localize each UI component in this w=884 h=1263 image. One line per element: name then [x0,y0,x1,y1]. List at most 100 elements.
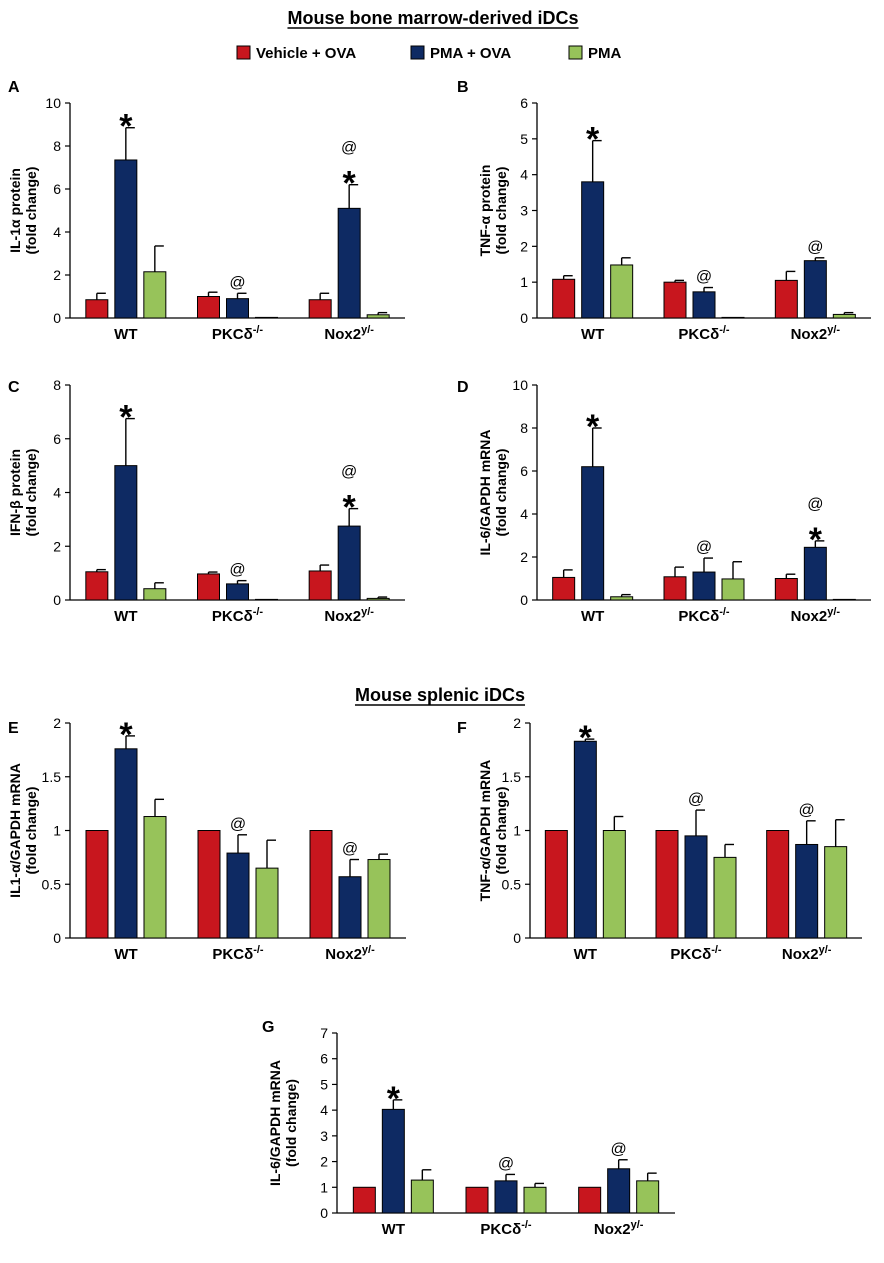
bar [197,830,221,939]
legend-label-vehicle-ova: Vehicle + OVA [256,45,356,62]
x-category-label: PKCδ-/- [212,606,264,625]
bar [684,835,708,939]
y-tick-label: 6 [320,1051,328,1067]
significance-at: @ [807,239,823,256]
significance-star: * [809,521,823,559]
y-tick-label: 6 [520,95,528,111]
y-tick-label: 0 [513,930,521,946]
significance-at: @ [341,464,357,481]
x-category-label: Nox2y/- [791,606,841,625]
bar [578,1186,602,1214]
panel-letter: F [457,720,467,737]
y-tick-label: 0 [53,592,61,608]
y-tick-label: 2 [320,1154,328,1170]
y-axis-label: IFN-β protein [7,449,23,536]
bar [795,843,819,939]
x-category-label: Nox2y/- [791,324,841,343]
bar [226,852,250,939]
significance-star: * [387,1080,401,1118]
significance-at: @ [498,1155,514,1172]
bar [692,571,716,601]
y-tick-label: 0 [520,592,528,608]
significance-at: @ [342,841,358,858]
bar [366,314,390,319]
bar [308,299,332,319]
significance-star: * [119,108,133,146]
bar [226,583,249,601]
chart-panel-d: D IL-6/GAPDH mRNA (fold change) 0 2 4 6 8 10 WT PK… [457,377,871,625]
y-tick-label: 1 [513,823,521,839]
bar [573,740,597,939]
y-tick-label: 10 [45,95,61,111]
significance-at: @ [230,816,246,833]
bar [85,299,109,319]
bar [824,846,848,939]
bar [610,596,634,601]
bar [143,588,167,601]
y-tick-label: 1.5 [42,769,62,785]
bar [197,296,220,319]
bar [602,830,626,939]
bar [308,570,332,601]
bar [352,1186,376,1214]
bar [494,1180,518,1214]
bar [143,271,167,319]
significance-at: @ [341,140,357,157]
y-axis-label: (fold change) [23,787,39,875]
y-tick-label: 0 [320,1205,328,1221]
panel-letter: E [8,720,19,737]
bar [255,316,278,319]
bar [581,466,605,601]
x-category-label: Nox2y/- [324,606,374,625]
bar [381,1108,405,1214]
bar [610,264,634,319]
bar [721,578,745,601]
bar [255,598,278,601]
bar [655,830,679,939]
y-tick-label: 0.5 [502,876,522,892]
bar [663,576,687,601]
y-tick-label: 4 [53,224,61,240]
significance-star: * [343,165,357,203]
chart-panel-b: B TNF-α protein (fold change) 0 1 2 3 4 5 6 WT PKCδ… [457,79,871,343]
y-tick-label: 4 [520,167,528,183]
y-tick-label: 0 [520,310,528,326]
section-title-splenic: Mouse splenic iDCs [355,685,525,705]
y-tick-label: 4 [520,506,528,522]
y-tick-label: 1 [520,274,528,290]
bar [309,830,333,939]
chart-panel-e: E IL1-α/GAPDH mRNA (fold change) 0 0.5 1 1.5 2 W… [7,715,406,963]
bar [552,576,576,601]
x-category-label: PKCδ-/- [678,324,730,343]
significance-star: * [586,121,600,159]
x-category-label: WT [114,608,137,625]
y-axis-label: IL-6/GAPDH mRNA [477,429,493,555]
bar [544,830,568,939]
bar [581,181,605,319]
bar [552,278,576,319]
chart-panel-g: G IL-6/GAPDH mRNA (fold change) 0 1 2 3 4 5 6 7 WT P… [262,1019,675,1238]
panel-letter: B [457,79,469,96]
y-tick-label: 0.5 [42,876,62,892]
bar [465,1186,489,1214]
bar [523,1186,547,1214]
legend-label-pma-ova: PMA + OVA [430,45,511,62]
bar [226,298,249,319]
bar [255,867,279,939]
x-category-label: WT [382,1221,405,1238]
panel-letter: C [8,379,20,396]
bar [721,316,745,319]
significance-star: * [119,716,133,754]
section-title-bone-marrow: Mouse bone marrow-derived iDCs [287,8,578,28]
significance-at: @ [696,539,712,556]
bar [774,578,798,601]
bar [410,1179,434,1214]
legend-label-pma: PMA [588,45,622,62]
chart-panel-a: A IL-1α protein (fold change) 0 2 4 6 8 10 WT PKCδ… [7,79,405,343]
y-tick-label: 1.5 [502,769,522,785]
bar [337,525,361,601]
bar [832,313,856,319]
bar [114,748,138,939]
bar [85,571,109,601]
bar [803,260,827,319]
